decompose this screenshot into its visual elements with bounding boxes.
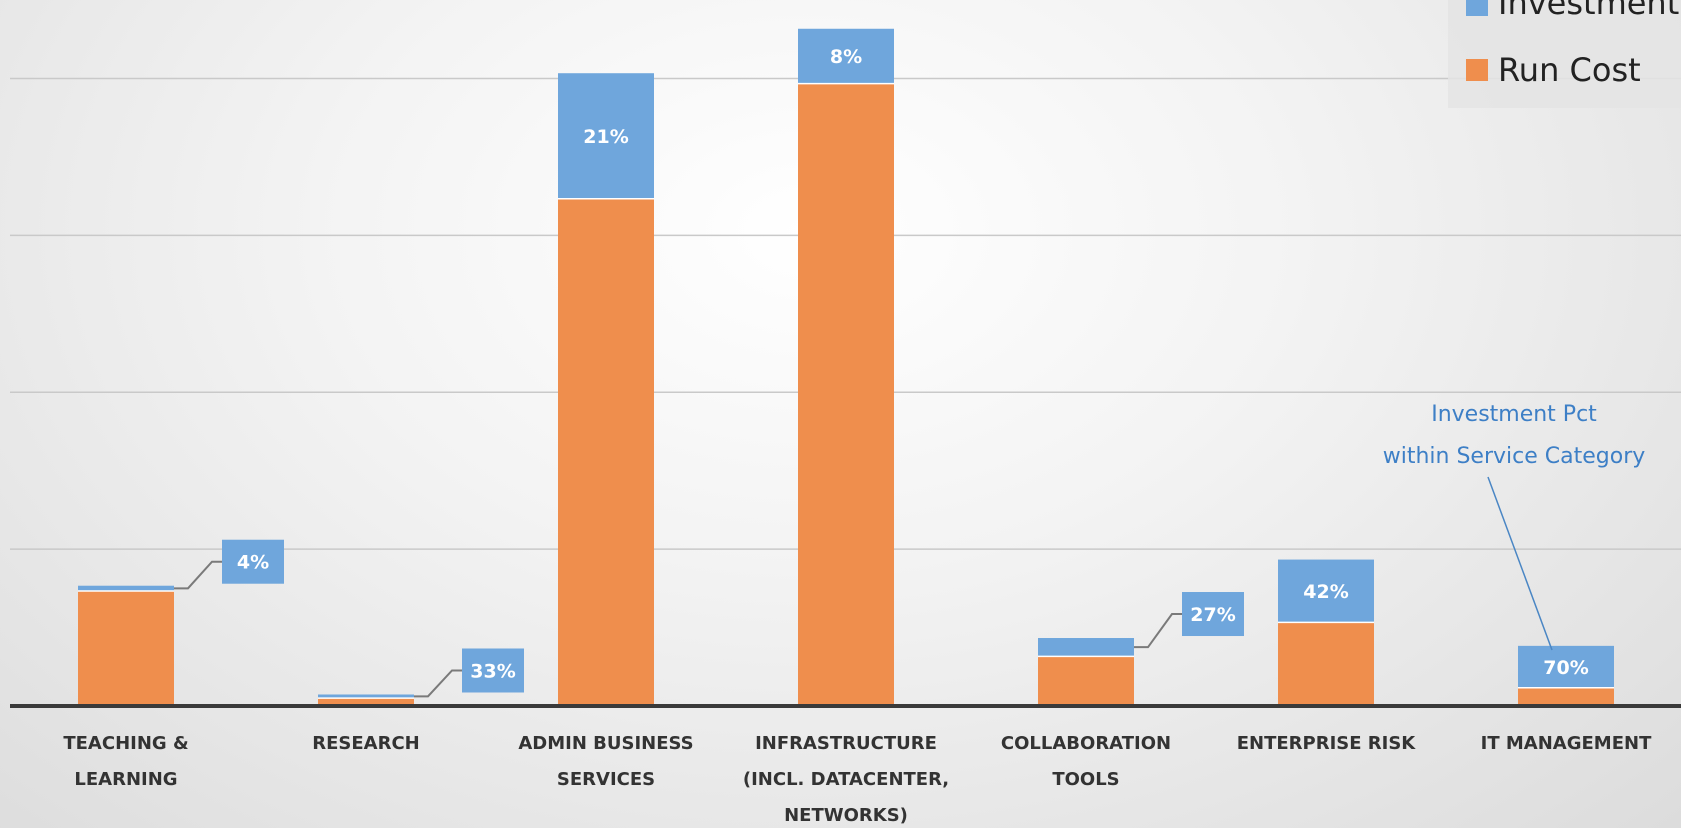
legend-swatch-investment	[1466, 0, 1488, 16]
bars	[78, 28, 1614, 706]
bar-investment	[318, 694, 414, 699]
bar-run-cost	[318, 698, 414, 706]
annotation-line-1: Investment Pct	[1431, 402, 1597, 427]
callout-box	[1182, 592, 1244, 637]
x-tick-label-line: INFRASTRUCTURE	[755, 733, 937, 754]
x-tick-label: TEACHING & LEARNING	[63, 733, 188, 790]
annotation: Investment Pct within Service Category	[1383, 402, 1646, 651]
bar-run-cost	[558, 198, 654, 706]
x-tick-label: INFRASTRUCTURE (INCL. DATACENTER, NETWORKS…	[743, 733, 949, 826]
investment-pct-label: 42%	[1303, 581, 1348, 603]
callout-connector	[414, 669, 462, 698]
bar-run-cost	[1038, 656, 1134, 706]
investment-pct-label: 70%	[1543, 657, 1588, 679]
x-axis-labels: TEACHING & LEARNING RESEARCH ADMIN BUSINESS…	[63, 733, 1652, 826]
legend-box	[1448, 0, 1681, 108]
x-tick-label-line: TOOLS	[1052, 769, 1119, 790]
callout-connector	[174, 560, 222, 590]
x-tick-label-line: LEARNING	[74, 769, 177, 790]
bar-investment	[1038, 638, 1134, 657]
bar-investment	[558, 73, 654, 199]
x-tick-label: RESEARCH	[312, 733, 419, 754]
investment-pct-label: 33%	[470, 660, 515, 682]
x-tick-label-line: TEACHING &	[63, 733, 188, 754]
callout-box	[222, 539, 284, 584]
x-tick-label: ENTERPRISE RISK	[1237, 733, 1417, 754]
bar-investment	[78, 585, 174, 591]
legend-label-investment: Investment	[1498, 0, 1679, 22]
annotation-line-2: within Service Category	[1383, 444, 1646, 469]
investment-pct-label: 8%	[830, 46, 862, 68]
x-tick-label-line: (INCL. DATACENTER,	[743, 769, 949, 790]
x-tick-label-line: IT MANAGEMENT	[1481, 733, 1652, 754]
x-tick-label-line: ENTERPRISE RISK	[1237, 733, 1417, 754]
bar-investment	[1518, 645, 1614, 688]
x-tick-label-line: RESEARCH	[312, 733, 419, 754]
x-tick-label-line: ADMIN BUSINESS	[518, 733, 693, 754]
x-tick-label: ADMIN BUSINESS SERVICES	[518, 733, 693, 790]
x-tick-label-line: SERVICES	[557, 769, 655, 790]
investment-pct-label: 27%	[1190, 604, 1235, 626]
x-tick-label: COLLABORATION TOOLS	[1001, 733, 1171, 790]
investment-pct-label: 21%	[583, 126, 628, 148]
bar-run-cost	[78, 590, 174, 706]
callout-connector	[1134, 613, 1182, 649]
pct-callouts: 4% 33% 21% 8% 27% 42% 70%	[174, 46, 1589, 698]
annotation-pointer-line	[1487, 476, 1553, 651]
legend-swatch-run-cost	[1466, 59, 1488, 81]
bar-run-cost	[1278, 622, 1374, 706]
bar-run-cost	[1518, 687, 1614, 706]
bar-investment	[1278, 559, 1374, 623]
bar-investment	[798, 28, 894, 84]
callout-box	[462, 648, 524, 693]
x-tick-label-line: NETWORKS)	[784, 805, 908, 826]
legend: Investment Run Cost	[1448, 0, 1681, 108]
x-tick-label-line: COLLABORATION	[1001, 733, 1171, 754]
legend-label-run-cost: Run Cost	[1498, 51, 1641, 89]
bar-run-cost	[798, 83, 894, 706]
investment-pct-label: 4%	[237, 552, 269, 574]
x-tick-label: IT MANAGEMENT	[1481, 733, 1652, 754]
